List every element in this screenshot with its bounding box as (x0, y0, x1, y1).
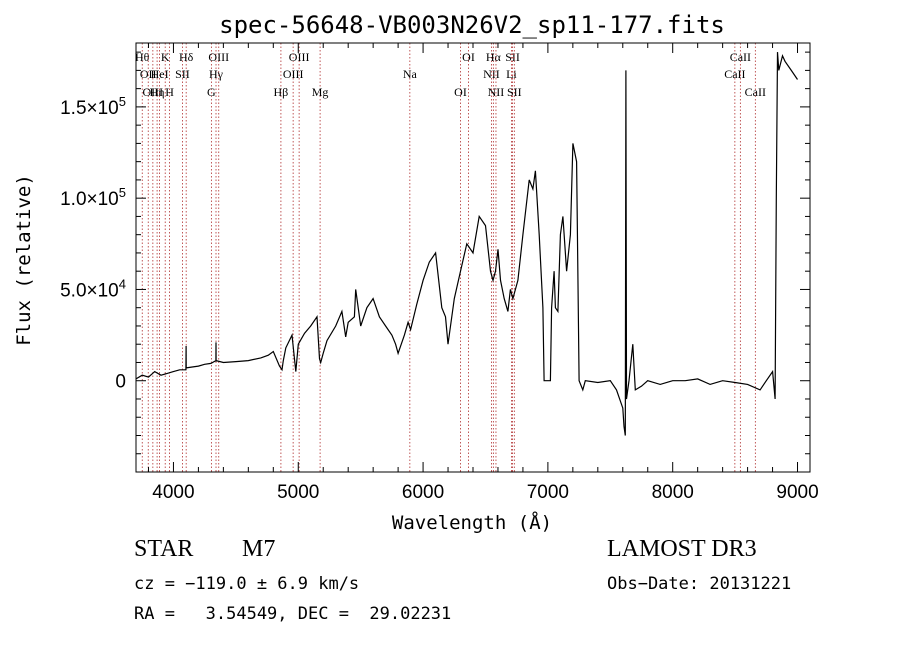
observation-date: Obs−Date: 20131221 (607, 574, 792, 594)
y-axis-label: Flux (relative) (13, 174, 35, 346)
chart-title: spec-56648-VB003N26V2_sp11-177.fits (219, 11, 725, 39)
line-label-11-top: OIII (208, 50, 229, 64)
line-label-23-top: SII (505, 50, 520, 64)
line-label-0-top: Hθ (135, 50, 150, 64)
line-label-10-mid: Hγ (209, 67, 224, 81)
line-label-16-mid: Na (403, 67, 418, 81)
coordinates: RA = 3.54549, DEC = 29.02231 (134, 604, 452, 624)
line-label-14-top: OIII (289, 50, 310, 64)
spectrum-series (135, 52, 798, 436)
redshift-cz: cz = −119.0 ± 6.9 km/s (134, 574, 360, 594)
line-label-20-top: Hα (486, 50, 502, 64)
x-tick-label: 8000 (652, 482, 694, 503)
line-label-18-top: OI (462, 50, 475, 64)
object-subclass: M7 (242, 536, 276, 562)
x-tick-label: 4000 (152, 482, 194, 503)
line-label-22-mid: Li (506, 67, 517, 81)
object-class: STAR (134, 536, 194, 562)
x-tick-label: 5000 (277, 482, 319, 503)
line-label-12-bot: Hβ (274, 85, 289, 99)
line-label-25-mid: CaII (724, 67, 745, 81)
line-label-6-bot: H (165, 85, 174, 99)
line-label-2-bot: OIII (143, 85, 164, 99)
line-label-1-mid: OII (140, 67, 157, 81)
line-label-4-mid: HeI (151, 67, 169, 81)
line-label-21-bot: NII (488, 85, 505, 99)
line-label-8-top: Hδ (179, 50, 194, 64)
x-tick-label: 6000 (402, 482, 444, 503)
line-label-24-bot: SII (507, 85, 522, 99)
line-label-13-mid: OIII (283, 67, 304, 81)
plot-frame (135, 42, 811, 473)
y-tick-label: 0 (115, 372, 126, 393)
line-label-3-bot: Hη (150, 85, 165, 99)
line-label-15-bot: Mg (312, 85, 329, 99)
line-label-7-mid: SII (175, 67, 190, 81)
line-label-9-bot: G (207, 85, 216, 99)
y-tick-label: 5.0×104 (60, 276, 126, 301)
axes: 4000 5000 6000 7000 8000 9000 0 5.0×104 1.0×105 1… (60, 42, 819, 503)
survey-name: LAMOST DR3 (607, 536, 757, 562)
emission-lines: HθOIIOIIIHηHeIKHSIIHδGHγOIIIHβOIIIOIIIMg… (135, 43, 766, 472)
line-label-27-bot: CaII (745, 85, 766, 99)
y-tick-label: 1.0×105 (60, 185, 126, 210)
line-label-26-top: CaII (730, 50, 751, 64)
x-tick-label: 9000 (776, 482, 818, 503)
x-axis-label: Wavelength (Å) (392, 511, 552, 534)
line-label-19-mid: NII (483, 67, 500, 81)
line-label-17-bot: OI (454, 85, 467, 99)
x-tick-label: 7000 (527, 482, 569, 503)
line-label-5-top: K (161, 50, 170, 64)
y-tick-label: 1.5×105 (60, 94, 126, 119)
